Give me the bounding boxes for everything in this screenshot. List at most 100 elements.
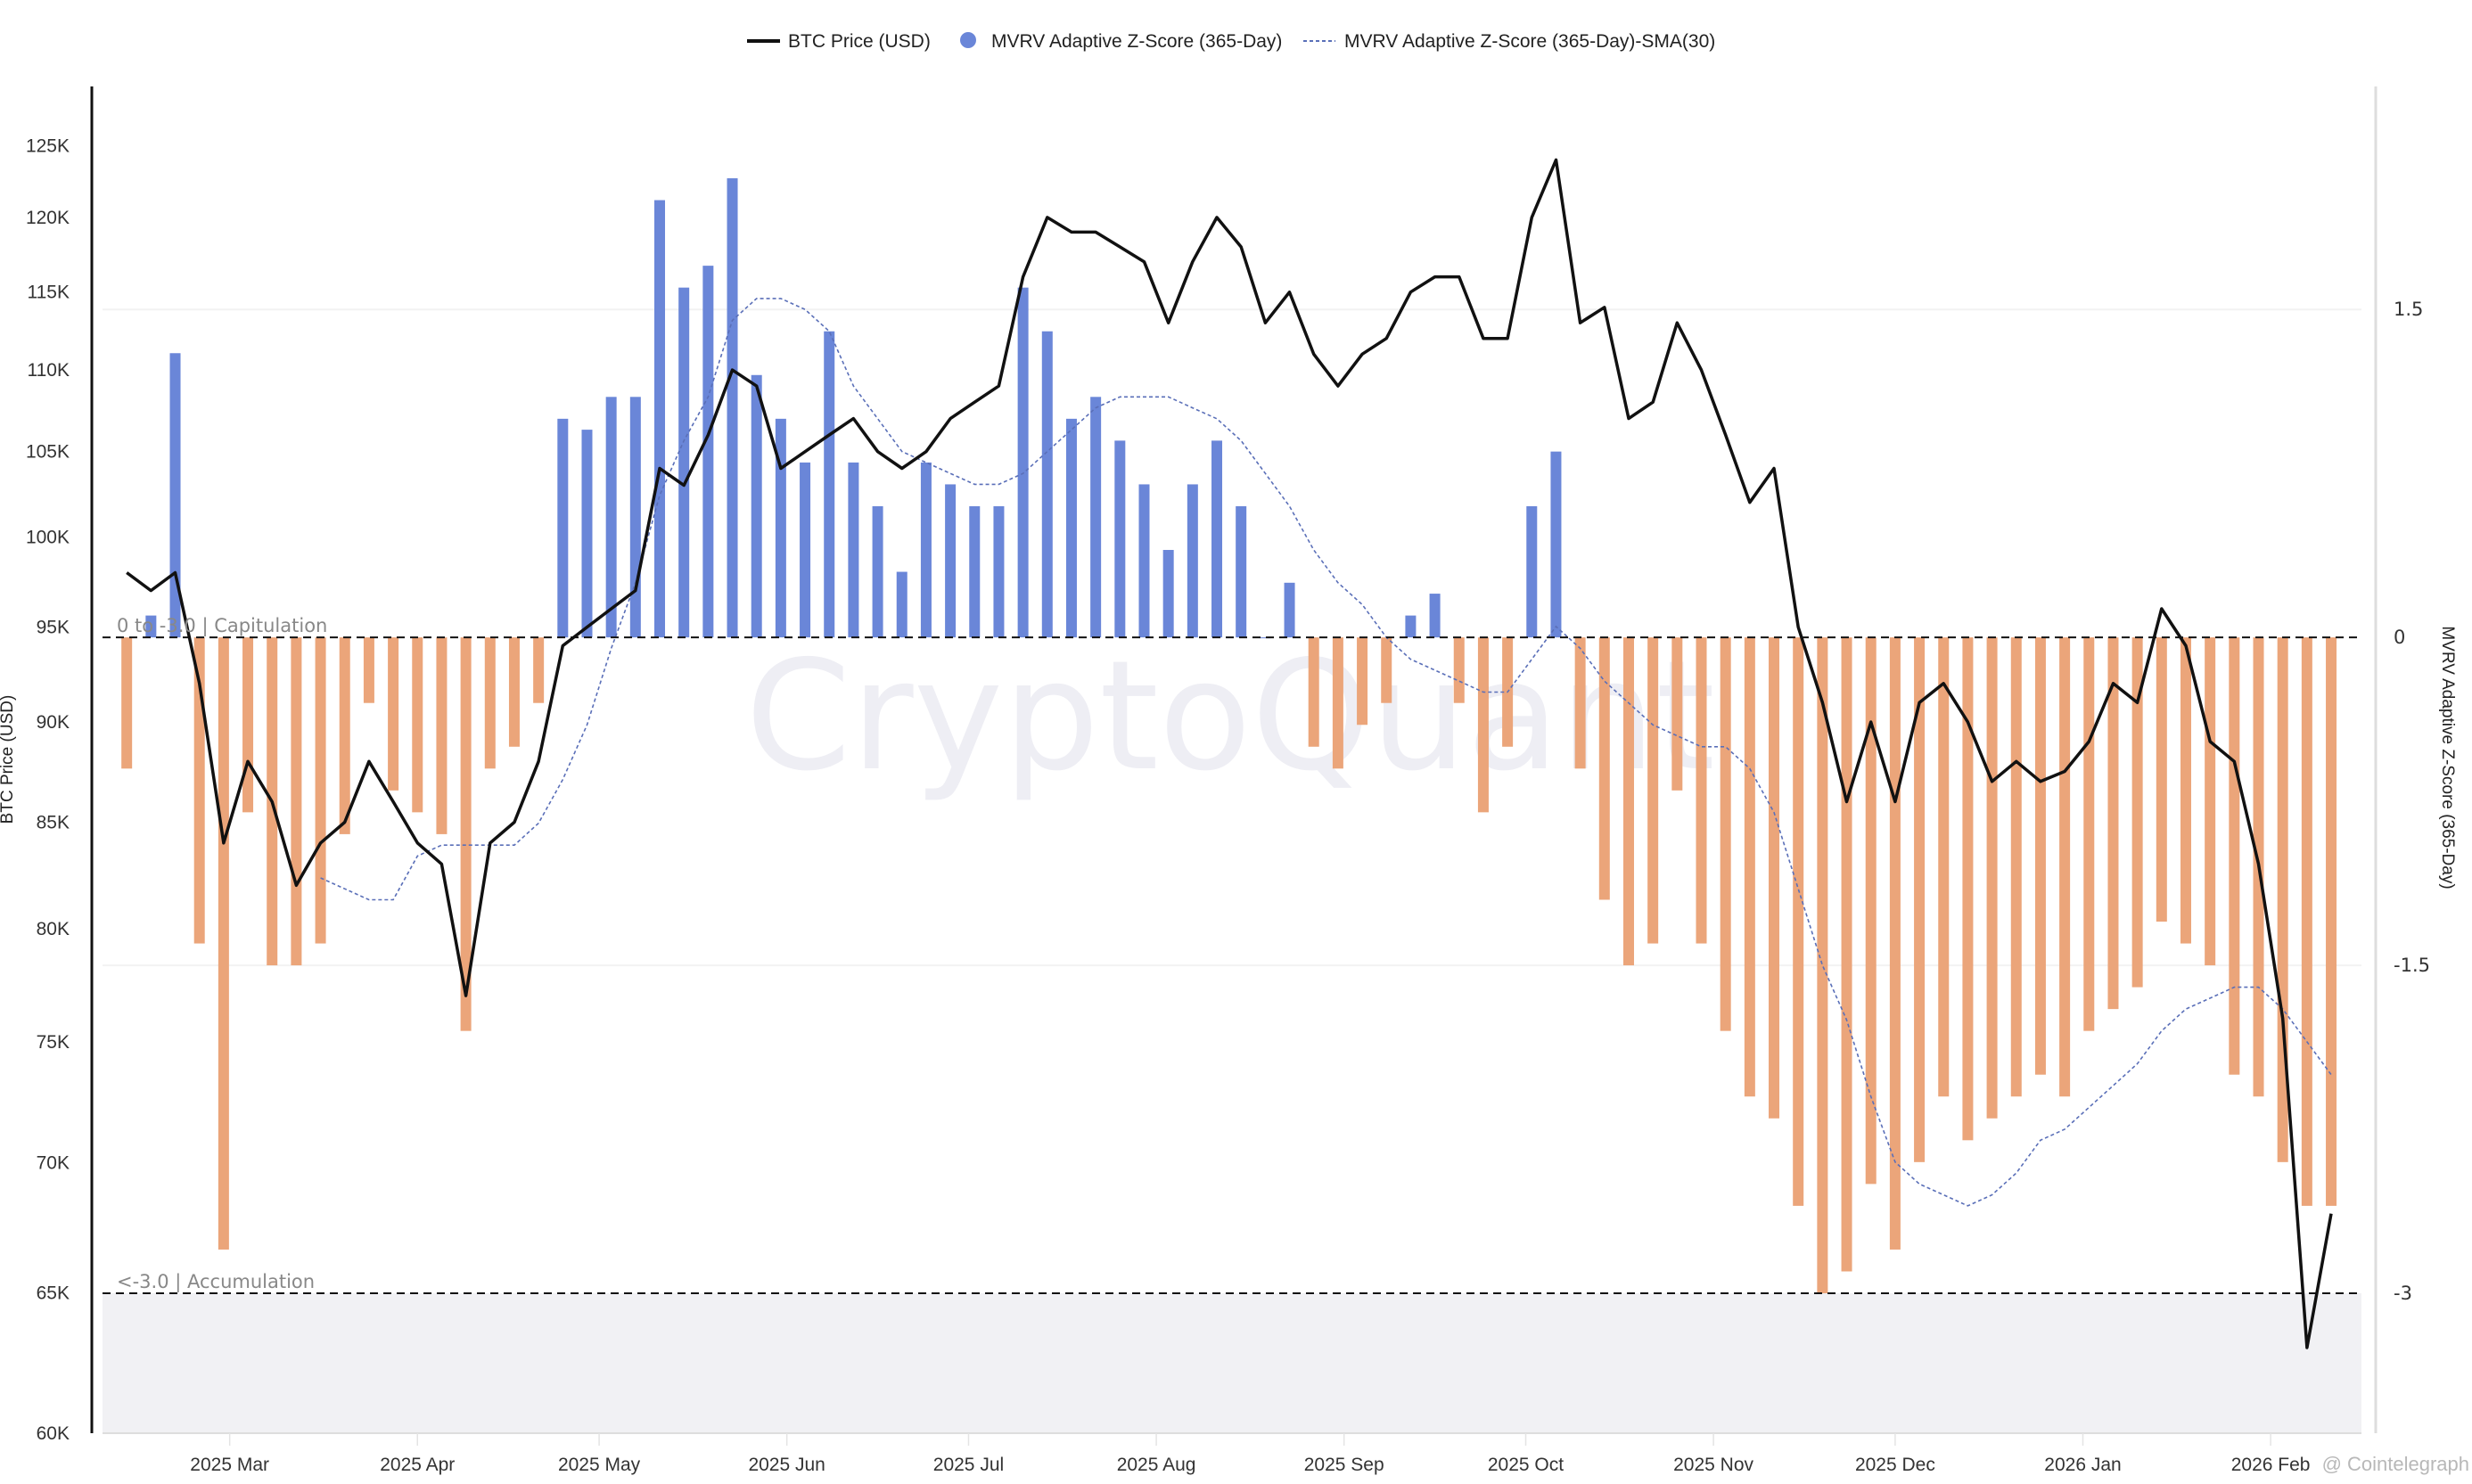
x-tick-label: 2025 Jun bbox=[748, 1455, 825, 1475]
zscore-bar bbox=[1429, 594, 1441, 638]
zscore-bar bbox=[1526, 505, 1538, 638]
left-axis-title: BTC Price (USD) bbox=[0, 695, 17, 824]
left-tick-label: 70K bbox=[37, 1153, 70, 1174]
zscore-bar bbox=[1938, 637, 1950, 1097]
zscore-bar bbox=[727, 178, 738, 638]
zscore-bar bbox=[872, 505, 883, 638]
x-tick-label: 2025 Aug bbox=[1117, 1455, 1196, 1475]
zscore-bar bbox=[1236, 505, 1247, 638]
zscore-bar bbox=[1793, 637, 1804, 1206]
zscore-bar bbox=[2156, 637, 2167, 922]
zscore-bar bbox=[1865, 637, 1877, 1185]
reference-label: <-3.0 | Accumulation bbox=[117, 1271, 315, 1293]
zscore-bar bbox=[436, 637, 448, 834]
zscore-bar bbox=[1914, 637, 1926, 1162]
legend-item-sma[interactable]: MVRV Adaptive Z-Score (365-Day)-SMA(30) bbox=[1303, 31, 1715, 52]
zscore-bar bbox=[1041, 331, 1053, 638]
left-tick-label: 95K bbox=[37, 618, 70, 638]
zscore-bar bbox=[291, 637, 302, 966]
x-tick-label: 2025 Jul bbox=[933, 1455, 1004, 1475]
zscore-bar bbox=[1550, 451, 1562, 638]
zscore-bar bbox=[1211, 440, 1223, 638]
left-tick-label: 60K bbox=[37, 1423, 70, 1444]
credit-text: @ Cointelegraph bbox=[2322, 1453, 2469, 1475]
zscore-bar bbox=[2229, 637, 2240, 1075]
x-tick-label: 2026 Feb bbox=[2231, 1455, 2311, 1475]
x-tick-label: 2025 May bbox=[558, 1455, 641, 1475]
left-tick-label: 90K bbox=[37, 712, 70, 733]
zscore-bar bbox=[824, 331, 835, 638]
zscore-bar bbox=[315, 637, 326, 944]
watermark: CryptoQuant bbox=[745, 628, 1715, 805]
zscore-bar bbox=[1986, 637, 1998, 1119]
zscore-bar bbox=[2083, 637, 2095, 1031]
right-axis-title: MVRV Adaptive Z-Score (365-Day) bbox=[2438, 626, 2457, 889]
zscore-bar bbox=[388, 637, 399, 791]
zscore-bar bbox=[193, 637, 205, 944]
zscore-bar bbox=[751, 374, 762, 638]
left-tick-label: 120K bbox=[26, 208, 70, 228]
zscore-bar bbox=[2180, 637, 2191, 944]
legend-label: MVRV Adaptive Z-Score (365-Day)-SMA(30) bbox=[1344, 31, 1715, 52]
zscore-bar bbox=[654, 200, 666, 638]
right-tick-label: -1.5 bbox=[2394, 955, 2430, 976]
sma-line bbox=[320, 298, 2332, 1207]
zscore-bar bbox=[605, 397, 617, 638]
x-tick-label: 2025 Nov bbox=[1673, 1455, 1753, 1475]
x-tick-label: 2025 Oct bbox=[1488, 1455, 1564, 1475]
zscore-bar bbox=[1308, 637, 1319, 747]
accumulation-zone bbox=[103, 1293, 2361, 1433]
zscore-bar bbox=[1889, 637, 1901, 1250]
right-tick-label: 1.5 bbox=[2394, 299, 2423, 320]
zscore-bar bbox=[702, 266, 714, 638]
zscore-bar bbox=[1962, 637, 1974, 1141]
zscore-bar bbox=[848, 462, 859, 638]
zscore-bar bbox=[145, 615, 157, 638]
zscore-bar bbox=[1671, 637, 1683, 791]
zscore-bar bbox=[581, 430, 593, 638]
zscore-bar bbox=[775, 418, 786, 638]
left-tick-label: 80K bbox=[37, 919, 70, 939]
zscore-bar bbox=[1284, 582, 1295, 638]
zscore-bar bbox=[2301, 637, 2312, 1206]
zscore-bar bbox=[1720, 637, 1731, 1031]
zscore-bar bbox=[678, 287, 690, 638]
zscore-bar bbox=[1187, 484, 1198, 638]
zscore-bar bbox=[412, 637, 423, 813]
legend-item-zscore[interactable]: MVRV Adaptive Z-Score (365-Day) bbox=[960, 31, 1282, 52]
zscore-bar bbox=[2034, 637, 2046, 1075]
zscore-bar bbox=[2131, 637, 2143, 988]
x-tick-label: 2025 Mar bbox=[190, 1455, 269, 1475]
zscore-bar bbox=[1769, 637, 1780, 1119]
legend-item-price[interactable]: BTC Price (USD) bbox=[747, 31, 931, 52]
left-tick-label: 65K bbox=[37, 1283, 70, 1303]
zscore-bar bbox=[484, 637, 496, 769]
x-tick-label: 2025 Sep bbox=[1304, 1455, 1384, 1475]
zscore-bar bbox=[1696, 637, 1707, 944]
legend-label: BTC Price (USD) bbox=[788, 31, 931, 52]
zscore-bar bbox=[1381, 637, 1392, 703]
zscore-bar bbox=[1260, 637, 1271, 639]
left-tick-label: 110K bbox=[28, 360, 70, 381]
zscore-bar bbox=[1817, 637, 1828, 1294]
right-tick-label: -3 bbox=[2394, 1283, 2412, 1304]
zscore-bar bbox=[1138, 484, 1150, 638]
x-tick-label: 2025 Dec bbox=[1855, 1455, 1935, 1475]
left-tick-label: 85K bbox=[37, 813, 70, 833]
zscore-bar bbox=[508, 637, 520, 747]
legend-label: MVRV Adaptive Z-Score (365-Day) bbox=[991, 31, 1282, 52]
zscore-bar bbox=[2107, 637, 2119, 1010]
zscore-bar bbox=[1622, 637, 1634, 966]
left-tick-label: 105K bbox=[26, 442, 70, 463]
zscore-bar bbox=[800, 462, 811, 638]
zscore-bar bbox=[363, 637, 374, 703]
legend-dot-icon bbox=[960, 32, 976, 48]
zscore-bar bbox=[1647, 637, 1659, 944]
zscore-bar bbox=[1090, 397, 1102, 638]
zscore-bar bbox=[896, 571, 907, 638]
zscore-bar bbox=[1744, 637, 1755, 1097]
zscore-bar bbox=[2010, 637, 2022, 1097]
zscore-bar bbox=[1453, 637, 1465, 703]
zscore-bar bbox=[169, 353, 181, 638]
